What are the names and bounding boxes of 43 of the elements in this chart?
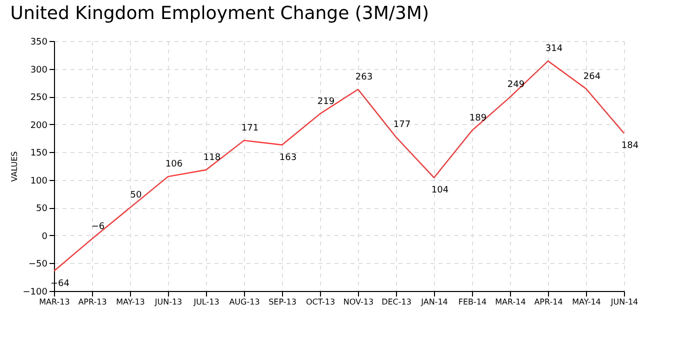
data-label: 189: [469, 113, 487, 124]
x-tick-label: MAY-13: [116, 298, 145, 306]
data-label: 163: [279, 152, 297, 163]
chart-title: United Kingdom Employment Change (3M/3M): [10, 3, 429, 24]
y-tick-label: 300: [30, 65, 48, 76]
y-tick-label: 0: [42, 232, 48, 242]
y-tick-label: 150: [30, 148, 48, 159]
x-tick-label: DEC-13: [382, 298, 412, 306]
x-tick-label: SEP-13: [268, 298, 296, 306]
x-tick-label: JUN-13: [154, 298, 182, 306]
data-label: 249: [507, 80, 525, 90]
x-tick-label: AUG-13: [229, 298, 260, 306]
x-tick-label: APR-13: [78, 298, 107, 306]
x-tick-label: NOV-13: [343, 298, 374, 306]
x-tick-label: OCT-13: [306, 298, 336, 306]
x-tick-label: MAR-14: [495, 298, 526, 306]
data-label: 219: [317, 96, 335, 107]
data-label: 106: [165, 160, 183, 170]
data-label: 171: [241, 123, 259, 134]
x-tick-label: MAY-14: [572, 298, 601, 306]
x-tick-label: JAN-14: [420, 298, 448, 306]
data-label: 263: [355, 72, 373, 82]
data-label: 264: [583, 72, 601, 82]
y-tick-label: −100: [22, 288, 48, 298]
data-label: 50: [130, 190, 142, 201]
data-label: 104: [431, 186, 449, 196]
x-tick-label: JUN-14: [610, 298, 638, 306]
y-tick-label: −50: [28, 260, 48, 270]
data-label: −6: [91, 222, 105, 232]
y-tick-label: 100: [30, 176, 48, 186]
y-axis-title: VALUES: [10, 151, 19, 182]
data-label: 314: [545, 44, 563, 54]
data-label: 177: [393, 120, 411, 130]
y-tick-label: 350: [30, 38, 48, 48]
y-tick-label: 200: [30, 120, 48, 131]
x-tick-label: JUL-13: [192, 298, 220, 306]
y-tick-label: 50: [36, 204, 48, 214]
x-tick-label: APR-14: [534, 298, 563, 306]
x-tick-label: MAR-13: [39, 298, 70, 306]
y-tick-label: 250: [30, 93, 48, 104]
data-label: 184: [621, 141, 639, 152]
data-label: 118: [203, 152, 221, 163]
x-tick-label: FEB-14: [458, 298, 487, 306]
